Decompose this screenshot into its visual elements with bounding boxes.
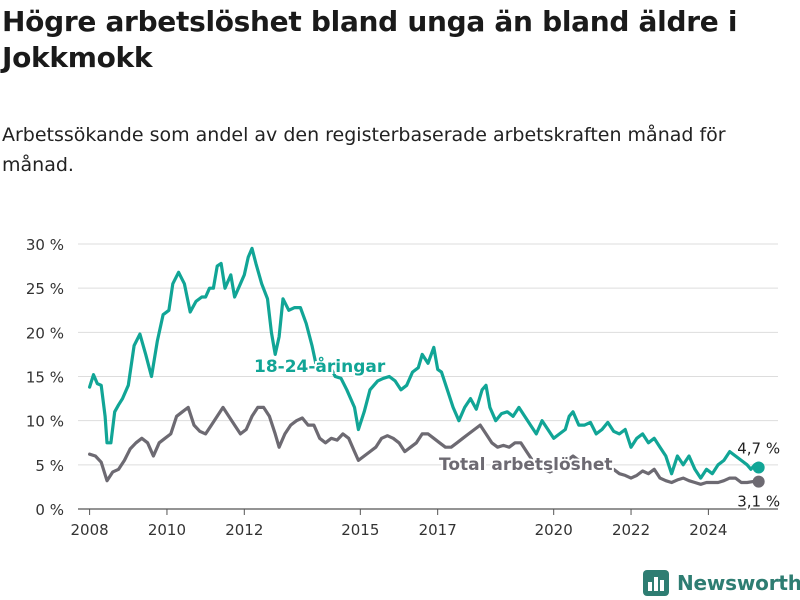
series-line	[88, 246, 761, 480]
y-tick-label: 5 %	[35, 457, 64, 475]
x-tick-label: 2017	[419, 521, 457, 539]
x-tick-label: 2020	[535, 521, 573, 539]
series-line	[88, 405, 761, 486]
brand-name: Newsworthy	[677, 571, 800, 595]
series-label-youth: 18-24-åringar	[254, 355, 386, 377]
newsworthy-logo-icon	[643, 570, 669, 596]
series-end-label: 3,1 %	[737, 493, 780, 511]
y-tick-label: 10 %	[26, 413, 64, 431]
series-end-label: 4,7 %	[737, 439, 780, 457]
series-end-point	[752, 461, 765, 474]
page-title: Högre arbetslöshet bland unga än bland ä…	[2, 5, 738, 74]
brand: Newsworthy	[643, 568, 800, 598]
x-tick-label: 2022	[612, 521, 650, 539]
y-tick-label: 30 %	[26, 236, 64, 254]
x-tick-label: 2024	[689, 521, 727, 539]
series-end-point	[752, 475, 765, 488]
y-tick-label: 20 %	[26, 324, 64, 342]
x-tick-label: 2015	[341, 521, 379, 539]
x-tick-label: 2010	[148, 521, 186, 539]
y-tick-label: 0 %	[35, 501, 64, 519]
page-subtitle: Arbetssökande som andel av den registerb…	[2, 124, 726, 176]
y-tick-label: 15 %	[26, 369, 64, 387]
series-label-total: Total arbetslöshet	[439, 455, 613, 475]
x-tick-label: 2012	[225, 521, 263, 539]
x-tick-label: 2008	[71, 521, 109, 539]
y-tick-label: 25 %	[26, 280, 64, 298]
